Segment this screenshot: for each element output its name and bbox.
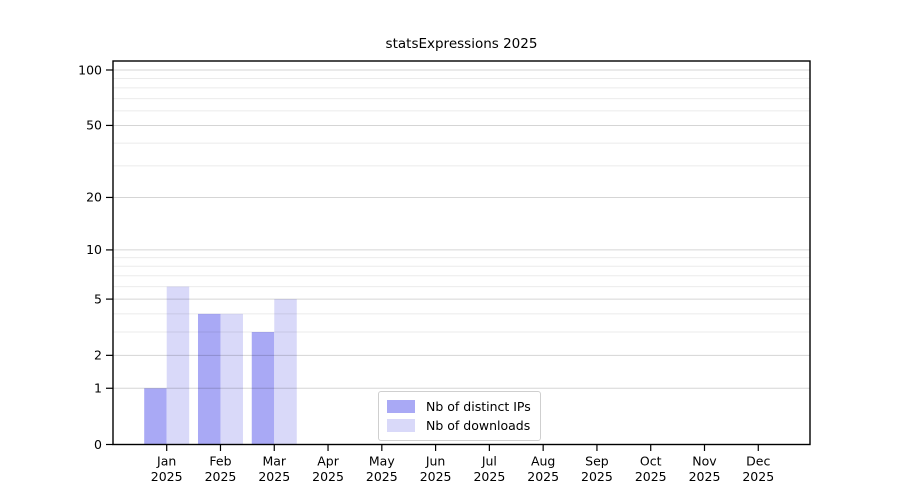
x-tick-label-month: Jan [156,454,176,469]
x-tick-label-year: 2025 [581,469,613,484]
x-tick-label-month: Apr [317,454,339,469]
x-tick-label-month: May [369,454,395,469]
bar-downloads [220,313,243,445]
x-tick-label-year: 2025 [635,469,667,484]
x-tick-label-year: 2025 [742,469,774,484]
legend-label-downloads: Nb of downloads [426,418,531,433]
legend-item-downloads: Nb of downloads [387,416,531,435]
y-tick-label: 20 [86,190,102,205]
x-tick-label-year: 2025 [205,469,237,484]
y-tick-label: 1 [94,381,102,396]
legend-swatch-distinct-ips [387,400,415,413]
chart-title: statsExpressions 2025 [385,36,538,52]
y-tick-label: 50 [86,118,102,133]
y-tick-label: 5 [94,291,102,306]
x-tick-label-year: 2025 [366,469,398,484]
x-tick-label-year: 2025 [151,469,183,484]
x-tick-label-month: Oct [640,454,662,469]
x-tick-label-year: 2025 [258,469,290,484]
x-tick-label-year: 2025 [420,469,452,484]
legend-item-distinct-ips: Nb of distinct IPs [387,397,531,416]
bar-distinct-ips [197,313,221,445]
x-tick-label-month: Nov [692,454,717,469]
y-tick-label: 2 [94,348,102,363]
x-tick-label-month: Aug [531,454,555,469]
bar-distinct-ips [251,332,275,445]
bar-downloads [166,286,190,445]
legend: Nb of distinct IPs Nb of downloads [378,391,541,441]
x-tick-label-month: Sep [585,454,609,469]
bar-distinct-ips [144,388,167,445]
x-tick-label-month: Feb [209,454,231,469]
x-tick-label-year: 2025 [473,469,505,484]
legend-label-distinct-ips: Nb of distinct IPs [426,399,531,414]
plot-border [112,60,811,446]
x-tick-label-month: Dec [746,454,770,469]
x-tick-label-year: 2025 [689,469,721,484]
y-tick-label: 10 [86,242,102,257]
x-tick-label-month: Jun [425,454,446,469]
y-tick-label: 0 [94,437,102,452]
x-tick-label-year: 2025 [527,469,559,484]
x-tick-label-month: Mar [262,454,286,469]
bar-downloads [274,299,297,445]
y-tick-label: 100 [78,62,102,77]
x-tick-label-month: Jul [481,454,497,469]
x-tick-label-year: 2025 [312,469,344,484]
legend-swatch-downloads [387,419,415,432]
